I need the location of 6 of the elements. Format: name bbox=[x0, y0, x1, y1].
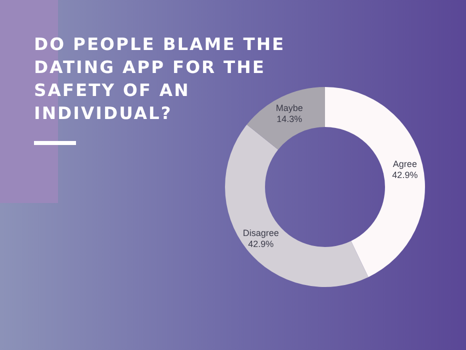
slice-label: Agree bbox=[392, 158, 417, 169]
slice-label: Maybe bbox=[276, 103, 303, 114]
data-label: 42.9% bbox=[248, 239, 274, 250]
slice-label: Disagree bbox=[242, 228, 279, 238]
data-label: 42.9% bbox=[392, 170, 418, 180]
data-label: 14.3% bbox=[276, 114, 302, 124]
